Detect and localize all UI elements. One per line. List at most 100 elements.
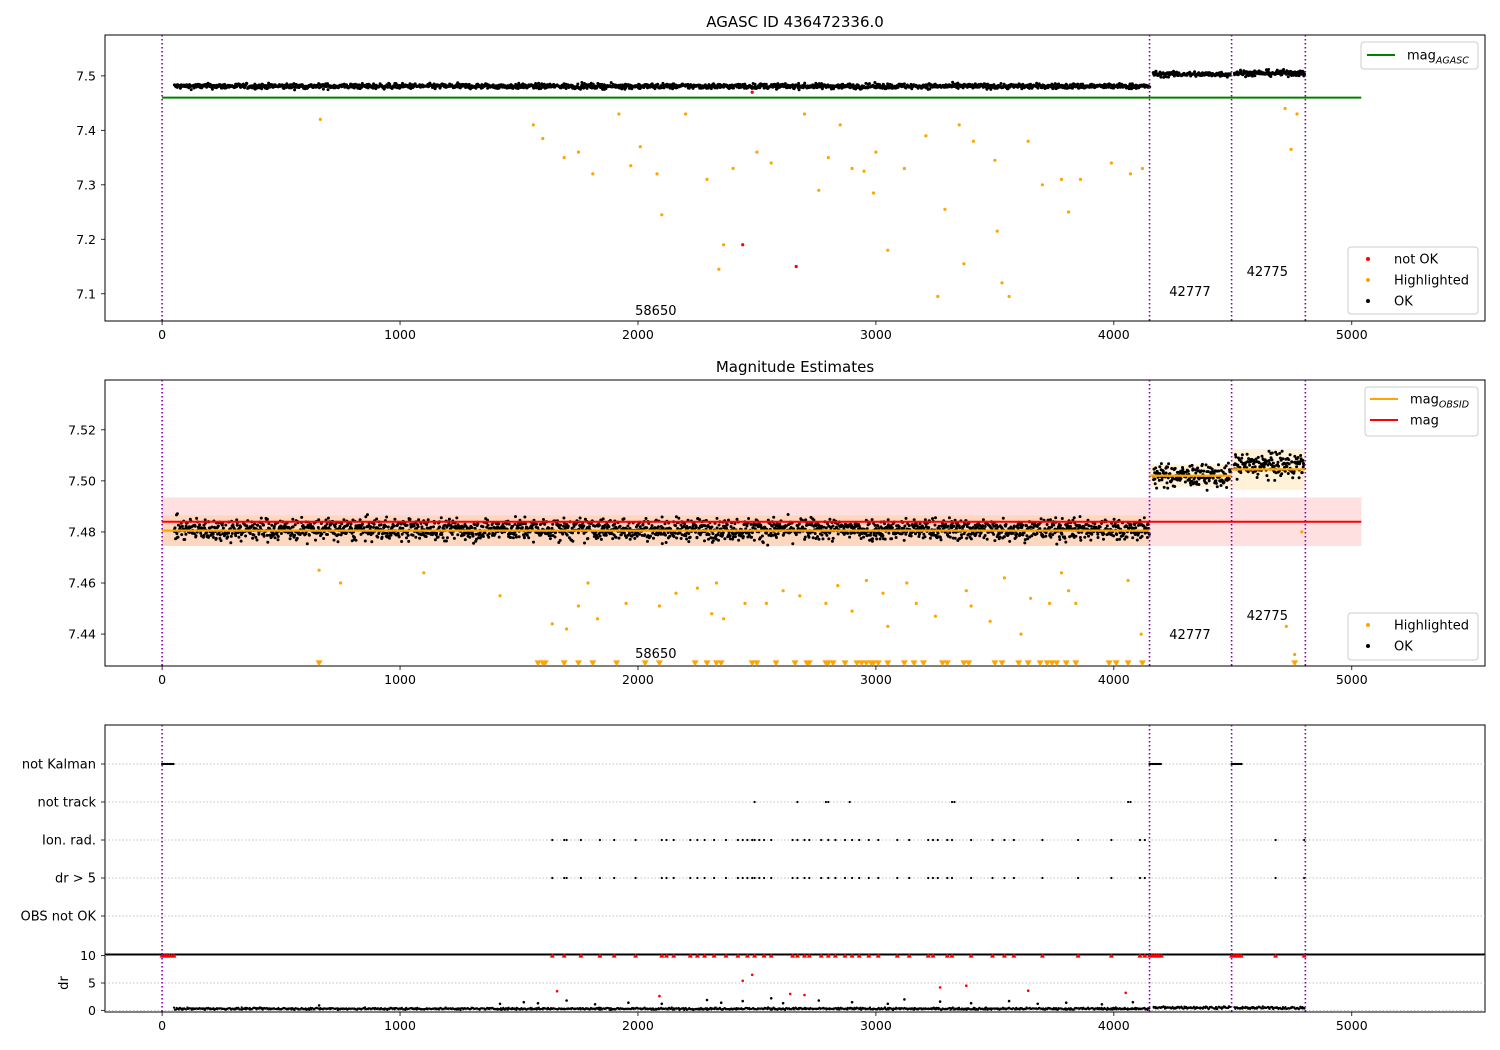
highlighted-point xyxy=(657,604,662,608)
ok-point xyxy=(385,515,389,519)
ok-point xyxy=(473,523,477,526)
ok-point xyxy=(992,532,996,536)
highlighted-point xyxy=(1300,530,1304,534)
highlighted-point xyxy=(781,589,785,593)
ok-point xyxy=(1186,469,1190,473)
ok-point xyxy=(285,82,289,86)
ok-point xyxy=(875,537,879,541)
ok-point xyxy=(354,538,358,542)
ok-point xyxy=(1076,82,1080,86)
ok-point xyxy=(1235,477,1239,481)
ok-point xyxy=(559,523,563,527)
highlighted-point xyxy=(565,627,569,631)
ok-point xyxy=(578,516,582,520)
ok-point xyxy=(1181,467,1185,471)
ok-point xyxy=(407,539,411,543)
ok-point xyxy=(660,515,664,519)
ok-point xyxy=(1122,531,1126,535)
ok-point xyxy=(322,537,326,540)
ok-point xyxy=(321,87,325,91)
ok-point xyxy=(580,81,584,84)
ok-point xyxy=(260,87,264,91)
ok-point xyxy=(1093,522,1097,526)
ok-point xyxy=(660,542,664,546)
ok-point xyxy=(664,541,668,544)
ok-point xyxy=(509,536,513,539)
ok-point xyxy=(811,536,815,540)
ok-point xyxy=(363,539,367,543)
highlighted-point xyxy=(617,112,621,116)
ok-point xyxy=(1287,458,1291,462)
ok-point xyxy=(385,531,389,535)
ok-point xyxy=(456,533,460,537)
ok-point xyxy=(523,515,527,519)
ok-point xyxy=(753,82,757,86)
ok-point xyxy=(1262,465,1266,469)
ok-point xyxy=(682,525,686,528)
highlighted-point xyxy=(714,581,719,585)
ok-point xyxy=(467,82,471,86)
ok-point xyxy=(411,533,415,537)
ok-point xyxy=(386,525,390,529)
ok-point xyxy=(821,537,825,541)
ok-point xyxy=(551,522,555,526)
ok-point xyxy=(918,532,921,536)
ok-point xyxy=(432,525,435,529)
ok-point xyxy=(1295,465,1299,469)
ok-point xyxy=(267,81,271,85)
highlighted-point xyxy=(862,169,866,173)
ok-point xyxy=(947,516,951,520)
ok-point xyxy=(1011,531,1015,535)
ok-point xyxy=(405,523,409,527)
ok-point xyxy=(775,536,778,539)
ok-point xyxy=(1012,524,1016,528)
ok-point xyxy=(326,82,329,86)
ok-point xyxy=(523,522,527,526)
highlighted-point xyxy=(1128,172,1133,176)
ok-point xyxy=(1202,469,1206,473)
ok-point xyxy=(1275,453,1279,456)
ok-point xyxy=(878,83,882,87)
ok-point xyxy=(547,526,551,530)
p1-xtick-label: 0 xyxy=(158,327,166,342)
ok-point xyxy=(1089,524,1093,528)
ok-point xyxy=(1155,486,1159,490)
ok-point xyxy=(254,535,258,539)
ok-point xyxy=(983,534,987,537)
ok-point xyxy=(252,533,256,537)
ok-point xyxy=(1210,467,1214,471)
p1-xtick-label: 1000 xyxy=(384,327,416,342)
highlighted-point xyxy=(695,586,700,590)
ok-point xyxy=(357,83,361,87)
ok-point xyxy=(183,538,187,541)
ok-point xyxy=(797,522,801,526)
ok-point xyxy=(1166,486,1170,490)
ok-point xyxy=(521,522,525,526)
ok-point xyxy=(711,532,715,536)
ok-point xyxy=(360,522,364,526)
ok-point xyxy=(1266,478,1270,482)
p2-xtick-label: 1000 xyxy=(384,672,416,687)
ok-point xyxy=(1204,463,1208,467)
ok-point xyxy=(380,535,384,539)
ok-point xyxy=(1225,486,1229,489)
highlighted-point xyxy=(798,594,802,598)
ok-point xyxy=(760,534,764,538)
highlighted-point xyxy=(802,112,807,116)
ok-point xyxy=(514,515,517,519)
p1-xtick-label: 4000 xyxy=(1098,327,1130,342)
highlighted-point xyxy=(660,213,664,217)
ok-point xyxy=(1217,463,1220,467)
ok-point xyxy=(189,88,193,92)
ok-point xyxy=(928,536,932,540)
ok-point xyxy=(195,516,199,520)
ok-point xyxy=(695,535,699,539)
not-ok-point xyxy=(750,90,754,94)
ok-point xyxy=(262,534,266,538)
ok-point xyxy=(1096,532,1100,536)
ok-point xyxy=(848,535,852,539)
highlighted-point xyxy=(1000,281,1004,285)
ok-point xyxy=(1004,522,1008,526)
highlighted-point xyxy=(824,601,828,606)
